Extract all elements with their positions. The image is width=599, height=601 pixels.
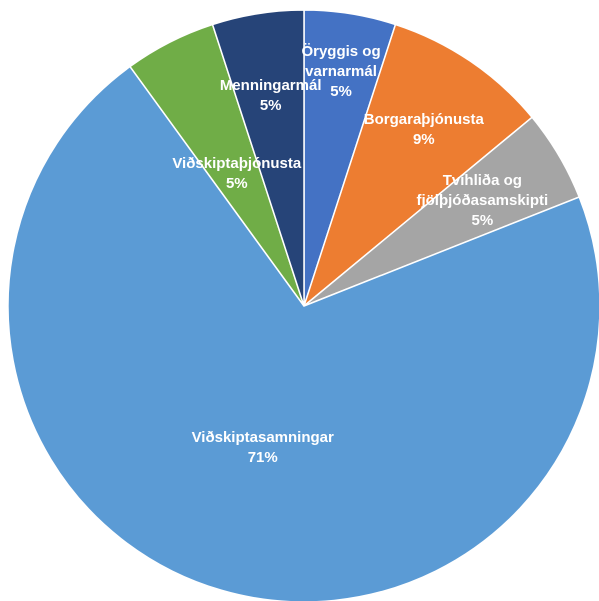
category-label: Viðskiptaþjónusta [172, 155, 302, 173]
slice-label: Öryggis og varnarmál 5% [286, 42, 396, 102]
slice-label: Tvíhliða og fjölþjóðasamskipti 5% [392, 171, 572, 231]
slice [7, 65, 599, 601]
value-label: 5% [330, 83, 352, 101]
category-label: Borgaraþjónusta [363, 110, 484, 128]
category-label: Viðskiptasamningar [191, 429, 334, 447]
category-label: Tvíhliða og fjölþjóðasamskipti [416, 171, 549, 209]
value-label: 71% [247, 449, 278, 467]
value-label: 9% [412, 130, 435, 148]
slice-label: Viðskiptaþjónusta 5% [157, 154, 317, 194]
slice-label: Viðskiptasamningar 71% [163, 428, 363, 468]
slice [302, 23, 534, 309]
slice-label: Borgaraþjónusta 9% [349, 110, 499, 150]
category-label: Öryggis og varnarmál [301, 43, 381, 81]
value-label: 5% [471, 211, 494, 229]
value-label: 5% [259, 96, 282, 114]
slice [211, 9, 305, 307]
value-label: 5% [225, 175, 248, 193]
category-label: Menningarmál [219, 76, 322, 94]
slice-label: Menningarmál 5% [206, 76, 336, 116]
